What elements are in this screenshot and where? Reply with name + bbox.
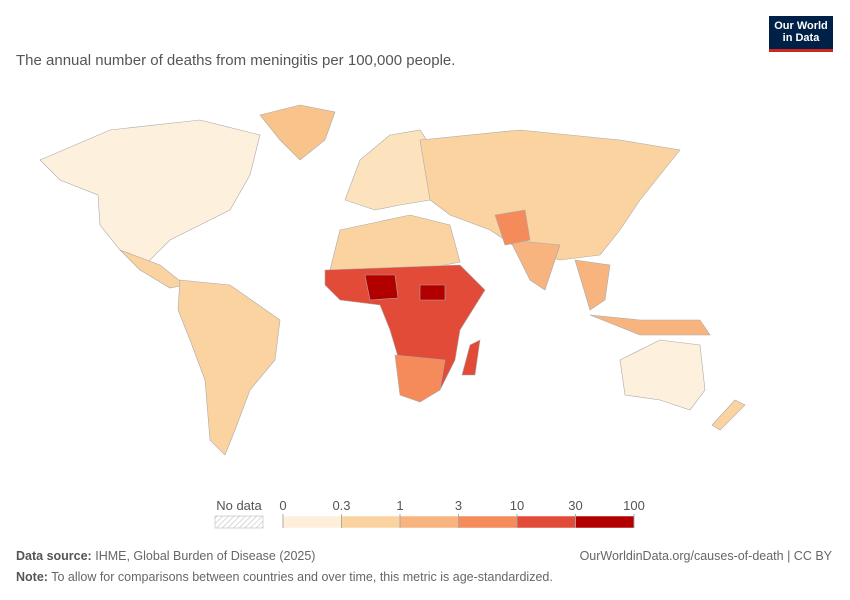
asia[interactable] xyxy=(419,129,681,261)
logo-line: in Data xyxy=(782,32,820,44)
map xyxy=(39,104,746,456)
legend-bin xyxy=(575,515,635,529)
madagascar[interactable] xyxy=(461,339,481,376)
legend-tick-label: 0 xyxy=(279,498,286,513)
legend-tick-label: 3 xyxy=(455,498,462,513)
source-text: IHME, Global Burden of Disease (2025) xyxy=(95,549,316,563)
legend: No data 0 0.3 1 3 10 30 100 xyxy=(214,498,645,529)
legend-bin xyxy=(458,515,518,529)
nigeria[interactable] xyxy=(364,274,399,301)
legend-bin xyxy=(399,515,459,529)
url[interactable]: OurWorldinData.org/causes-of-death | CC … xyxy=(579,549,832,563)
new-zealand[interactable] xyxy=(711,399,746,431)
no-data-swatch xyxy=(214,515,264,529)
legend-tick-label: 100 xyxy=(623,498,645,513)
australia[interactable] xyxy=(619,339,706,411)
india[interactable] xyxy=(509,239,561,291)
no-data-label: No data xyxy=(216,498,262,513)
note: Note: To allow for comparisons between c… xyxy=(16,570,553,584)
pakistan[interactable] xyxy=(494,209,531,246)
legend-tick-label: 0.3 xyxy=(332,498,350,513)
central-america[interactable] xyxy=(119,249,186,289)
north-africa[interactable] xyxy=(329,214,461,271)
legend-bin xyxy=(341,515,401,529)
legend-tick-label: 1 xyxy=(396,498,403,513)
note-text: To allow for comparisons between countri… xyxy=(51,570,553,584)
north-america[interactable] xyxy=(39,119,261,271)
legend-tick-label: 10 xyxy=(510,498,524,513)
logo[interactable]: Our World in Data xyxy=(769,16,833,52)
subtitle: The annual number of deaths from meningi… xyxy=(16,52,456,69)
note-label: Note: xyxy=(16,570,48,584)
indonesia[interactable] xyxy=(589,314,711,336)
greenland[interactable] xyxy=(259,104,336,161)
south-america[interactable] xyxy=(177,279,281,456)
southern-africa[interactable] xyxy=(394,354,446,403)
southeast-asia[interactable] xyxy=(574,259,611,311)
south-sudan[interactable] xyxy=(419,284,446,301)
legend-bin xyxy=(282,515,342,529)
legend-bin xyxy=(516,515,576,529)
source: Data source: IHME, Global Burden of Dise… xyxy=(16,549,315,563)
legend-tick-label: 30 xyxy=(568,498,582,513)
source-label: Data source: xyxy=(16,549,92,563)
logo-line: Our World xyxy=(774,20,828,32)
